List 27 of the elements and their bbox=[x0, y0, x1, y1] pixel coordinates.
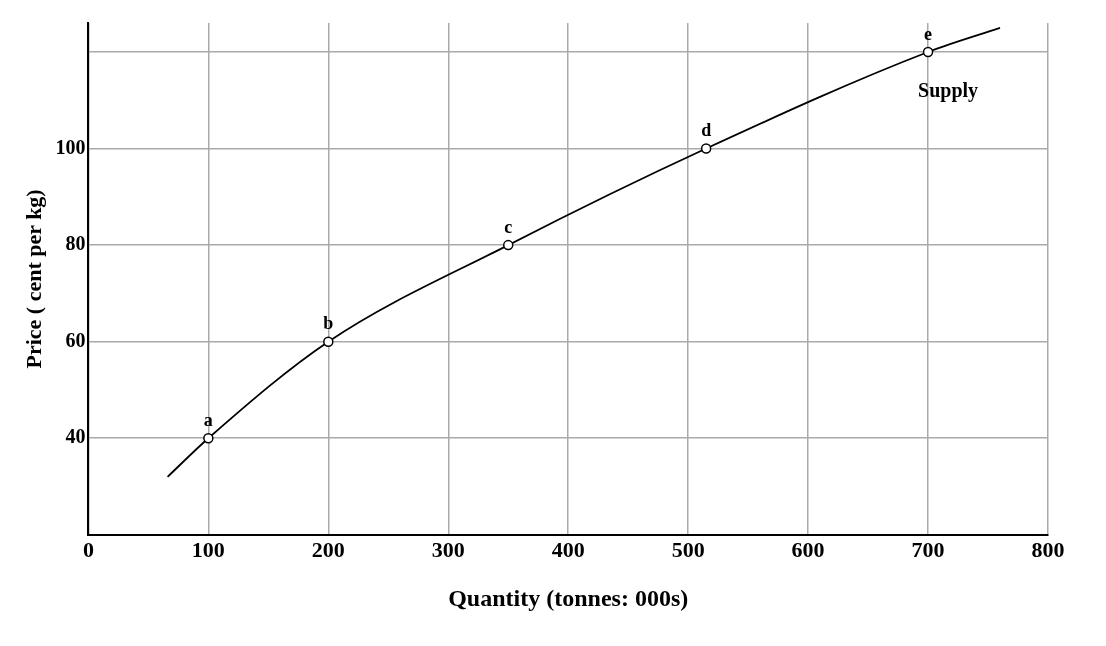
y-tick-label: 100 bbox=[55, 135, 86, 158]
x-tick-label: 600 bbox=[791, 536, 825, 562]
point bbox=[700, 143, 712, 154]
point bbox=[323, 336, 334, 347]
annotation: c bbox=[504, 216, 513, 237]
x-tick-label: 0 bbox=[82, 536, 94, 562]
y-axis-title: Price ( cent per kg) bbox=[20, 189, 46, 369]
annotation: d bbox=[701, 120, 712, 141]
line-series bbox=[166, 26, 1001, 478]
point bbox=[502, 239, 514, 251]
point bbox=[922, 46, 934, 58]
x-tick-label: 800 bbox=[1031, 536, 1065, 562]
annotation: a bbox=[203, 409, 213, 430]
x-tick-label: 400 bbox=[551, 536, 585, 562]
x-tick-label: 500 bbox=[671, 536, 705, 562]
x-tick-label: 100 bbox=[191, 536, 225, 562]
annotation: b bbox=[323, 313, 334, 334]
x-tick-label: 300 bbox=[431, 536, 465, 562]
x-axis-title: Quantity (tonnes: 000s) bbox=[448, 584, 689, 611]
point bbox=[203, 432, 214, 444]
x-tick-label: 700 bbox=[911, 536, 945, 562]
annotation: e bbox=[924, 23, 933, 44]
y-tick-label: 80 bbox=[65, 232, 86, 255]
y-tick-label: 40 bbox=[65, 425, 86, 448]
series-label: Supply bbox=[918, 79, 979, 103]
y-tick-label: 60 bbox=[65, 328, 86, 351]
x-tick-label: 200 bbox=[311, 536, 345, 562]
